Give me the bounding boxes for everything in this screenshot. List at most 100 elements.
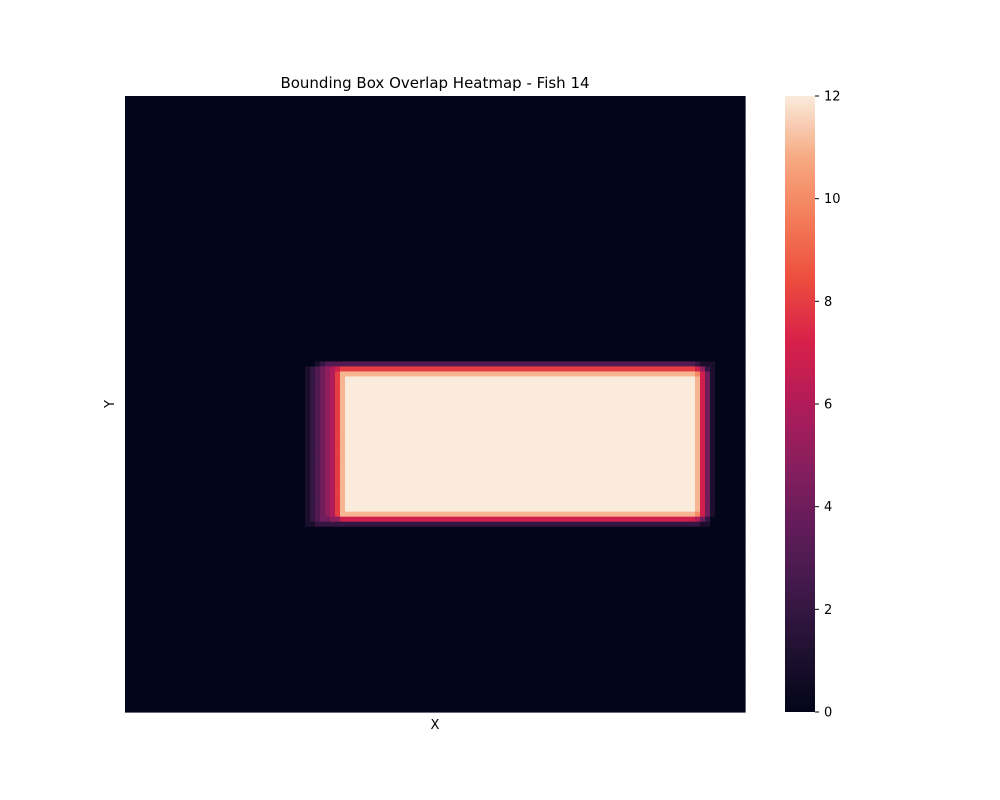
heatmap-cell xyxy=(335,381,341,388)
heatmap-cell xyxy=(335,456,341,463)
heatmap-cell xyxy=(125,321,746,327)
heatmap-cell xyxy=(125,536,746,543)
heatmap-cell xyxy=(345,381,696,388)
heatmap-cell xyxy=(325,381,331,388)
heatmap-cell xyxy=(340,441,346,448)
heatmap-cell xyxy=(335,476,341,483)
heatmap-cell xyxy=(345,471,696,478)
heatmap-cell xyxy=(710,491,716,498)
heatmap-cell xyxy=(335,461,341,468)
heatmap-cell xyxy=(335,406,341,413)
heatmap-cell xyxy=(325,461,331,468)
heatmap-cell xyxy=(125,586,746,593)
heatmap-cell xyxy=(320,376,326,383)
heatmap-cell xyxy=(125,601,746,608)
heatmap-cell xyxy=(705,471,711,478)
heatmap-cell xyxy=(700,521,711,528)
heatmap-cell xyxy=(695,411,701,418)
heatmap-cell xyxy=(340,406,346,413)
heatmap-cell xyxy=(710,436,716,443)
heatmap-cell xyxy=(340,496,346,503)
heatmap-cell xyxy=(695,361,701,368)
heatmap-cell xyxy=(315,371,321,378)
heatmap-cell xyxy=(330,401,336,408)
heatmap-cell xyxy=(310,511,316,518)
heatmap-cell xyxy=(125,401,306,408)
heatmap-cell xyxy=(305,436,311,443)
heatmap-cell xyxy=(715,376,746,383)
heatmap-cell xyxy=(700,376,706,383)
heatmap-cell xyxy=(705,501,711,508)
heatmap-cell xyxy=(305,386,311,393)
heatmap-cell xyxy=(325,406,331,413)
heatmap-cell xyxy=(310,376,316,383)
heatmap-cell xyxy=(695,371,701,378)
heatmap-cell xyxy=(125,566,746,573)
colorbar-tick-label: 0 xyxy=(824,706,832,721)
heatmap-cell xyxy=(305,406,311,413)
heatmap-cell xyxy=(125,311,746,317)
heatmap-cell xyxy=(325,391,331,398)
heatmap-cell xyxy=(330,421,336,428)
heatmap-cell xyxy=(705,486,711,493)
heatmap-cell xyxy=(325,421,331,428)
heatmap-cell xyxy=(125,381,306,388)
heatmap-cell xyxy=(710,481,716,488)
heatmap-cell xyxy=(315,376,321,383)
heatmap-cell xyxy=(305,431,311,438)
heatmap-cell xyxy=(125,581,746,588)
heatmap-cell xyxy=(715,411,746,418)
heatmap-cell xyxy=(125,231,746,237)
heatmap-cell xyxy=(340,511,696,518)
heatmap-cell xyxy=(305,446,311,453)
heatmap-cell xyxy=(340,391,346,398)
heatmap-cell xyxy=(325,371,331,378)
heatmap-cell xyxy=(700,426,706,433)
heatmap-cell xyxy=(710,461,716,468)
heatmap-cell xyxy=(305,396,311,403)
heatmap-cell xyxy=(125,296,746,302)
heatmap-cell xyxy=(345,491,696,498)
heatmap-cell xyxy=(125,101,746,107)
heatmap-cell xyxy=(305,391,311,398)
heatmap-cell xyxy=(125,286,746,292)
heatmap-cell xyxy=(330,501,336,508)
heatmap-cell xyxy=(345,386,696,393)
heatmap-cell xyxy=(340,401,346,408)
heatmap-cell xyxy=(715,381,746,388)
heatmap-cell xyxy=(705,476,711,483)
heatmap-cell xyxy=(125,146,746,152)
heatmap-cell xyxy=(125,361,316,368)
heatmap-cell xyxy=(715,486,746,493)
heatmap-cell xyxy=(125,521,306,528)
heatmap-cell xyxy=(125,496,306,503)
heatmap-cell xyxy=(345,496,696,503)
heatmap-cell xyxy=(125,256,746,262)
heatmap-cell xyxy=(315,481,321,488)
heatmap-cell xyxy=(330,386,336,393)
heatmap-cell xyxy=(125,511,306,518)
heatmap-cell xyxy=(315,451,321,458)
heatmap-cell xyxy=(330,431,336,438)
heatmap-cell xyxy=(310,431,316,438)
heatmap-cell xyxy=(340,501,346,508)
heatmap-cell xyxy=(345,476,696,483)
heatmap-cell xyxy=(310,406,316,413)
heatmap-cell xyxy=(700,366,706,373)
heatmap-cell xyxy=(125,626,746,633)
heatmap-cell xyxy=(695,446,701,453)
heatmap-cell xyxy=(125,421,306,428)
heatmap-cell xyxy=(125,241,746,247)
heatmap-cell xyxy=(320,511,326,518)
heatmap-cell xyxy=(710,476,716,483)
heatmap-cell xyxy=(325,436,331,443)
heatmap-cell xyxy=(330,406,336,413)
heatmap-cell xyxy=(695,391,701,398)
heatmap-cell xyxy=(700,476,706,483)
heatmap-cell xyxy=(345,466,696,473)
heatmap-cell xyxy=(305,421,311,428)
heatmap-cell xyxy=(345,391,696,398)
heatmap-cell xyxy=(345,406,696,413)
heatmap-cell xyxy=(335,506,341,513)
heatmap-cell xyxy=(705,421,711,428)
